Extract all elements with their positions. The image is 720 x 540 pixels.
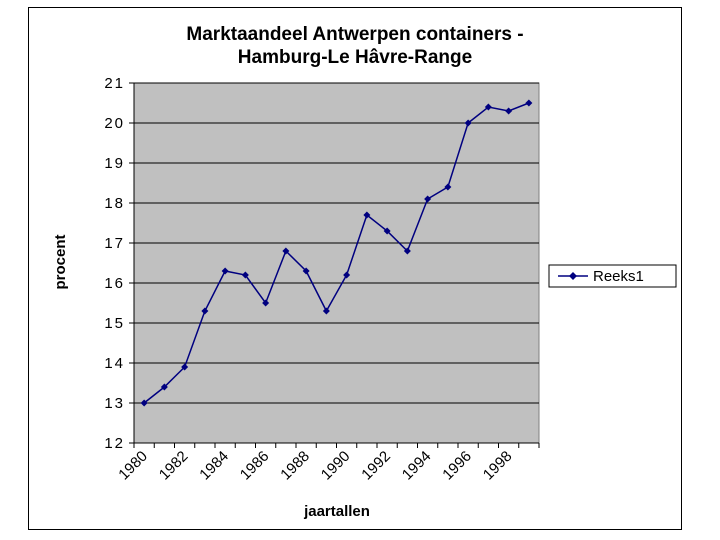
data-point-1994 [424,195,432,203]
x-tick-label-1998: 1998 [480,448,516,484]
legend-marker-swatch [569,272,577,280]
data-point-1999 [525,99,533,107]
x-axis-label: jaartallen [303,503,370,520]
data-point-1981 [160,383,168,391]
x-tick-label-1988: 1988 [277,448,313,484]
data-point-1986 [262,299,270,307]
x-tick-label-1994: 1994 [399,448,435,484]
x-tick-label-1982: 1982 [156,448,192,484]
x-tick-label-1980: 1980 [115,448,151,484]
series-line-reeks1 [143,102,530,404]
data-point-1993 [403,247,411,255]
data-point-1990 [343,271,351,279]
data-point-1991 [363,211,371,219]
x-tick-label-1984: 1984 [196,448,232,484]
data-point-1997 [484,103,492,111]
data-point-1987 [282,247,290,255]
y-tick-label-17: 17 [104,235,125,252]
y-tick-label-20: 20 [104,115,125,132]
y-tick-label-13: 13 [104,395,125,412]
data-point-1980 [140,399,148,407]
data-point-1998 [505,107,513,115]
y-tick-label-18: 18 [104,195,125,212]
y-axis-label: procent [52,234,69,289]
x-tick-label-1992: 1992 [358,448,394,484]
data-point-1988 [302,267,310,275]
plot-area: 12 13 14 15 16 17 18 19 20 21 1980 1982 1984 1986 1988… [104,75,540,484]
y-tick-label-16: 16 [104,275,125,292]
x-tick-label-1996: 1996 [439,448,475,484]
y-tick-label-14: 14 [104,355,125,372]
y-tick-label-12: 12 [104,435,125,452]
data-point-1996 [464,119,472,127]
chart-title-line-2: Hamburg-Le Hâvre-Range [238,47,472,68]
data-point-1983 [201,307,209,315]
legend-box [548,264,677,288]
x-tick-label-1990: 1990 [318,448,354,484]
legend: Reeks1 [548,264,677,288]
data-point-1984 [221,267,229,275]
x-tick-label-1986: 1986 [237,448,273,484]
data-point-1992 [383,227,391,235]
data-point-1995 [444,183,452,191]
plot-background [133,82,540,444]
data-point-1985 [241,271,249,279]
y-tick-label-21: 21 [104,75,125,92]
chart-title-line-1: Marktaandeel Antwerpen containers - [186,24,523,45]
data-point-1982 [181,363,189,371]
legend-entry-reeks1: Reeks1 [593,268,644,285]
y-tick-label-19: 19 [104,155,125,172]
y-tick-label-15: 15 [104,315,125,332]
data-point-1989 [322,307,330,315]
